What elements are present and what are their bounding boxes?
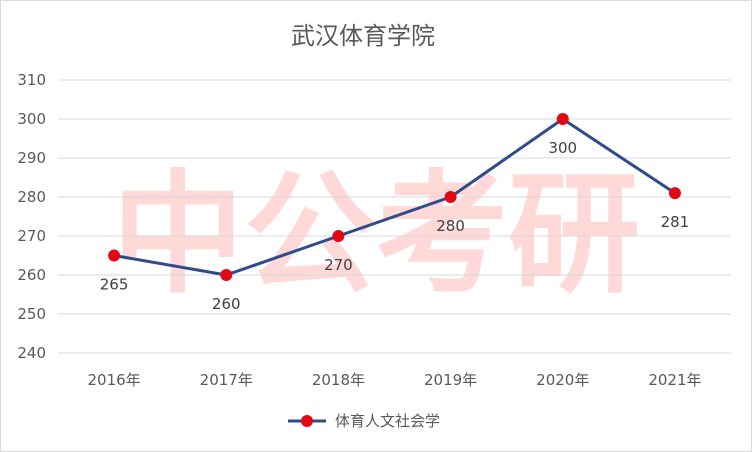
legend-entry-label: 体育人文社会学: [335, 412, 440, 430]
y-tick-label: 280: [17, 188, 46, 206]
y-tick-label: 250: [17, 305, 46, 323]
data-label: 270: [324, 256, 353, 274]
x-tick-label: 2021年: [648, 371, 701, 389]
legend: 体育人文社会学: [288, 412, 440, 430]
legend-marker-icon: [301, 415, 313, 427]
x-axis-ticks: 2016年 2017年 2018年 2019年 2020年 2021年: [87, 371, 701, 389]
data-label: 281: [661, 213, 690, 231]
y-tick-label: 310: [17, 71, 46, 89]
y-axis-ticks: 240 250 260 270 280 290 300 310: [17, 71, 46, 362]
y-tick-label: 290: [17, 149, 46, 167]
y-tick-label: 260: [17, 266, 46, 284]
x-tick-label: 2020年: [536, 371, 589, 389]
grid-lines: [58, 79, 731, 354]
data-point: [220, 269, 233, 281]
data-label: 280: [436, 217, 465, 235]
data-label: 300: [548, 139, 577, 157]
x-tick-label: 2018年: [312, 371, 365, 389]
x-tick-label: 2016年: [87, 371, 140, 389]
series-layer: [108, 113, 681, 281]
y-tick-label: 240: [17, 344, 46, 362]
data-label: 265: [100, 276, 129, 294]
series-line: [113, 117, 676, 277]
x-tick-label: 2017年: [200, 371, 253, 389]
data-labels: 265 260 270 280 300 281: [100, 139, 689, 313]
watermark-text: 中公考研: [112, 158, 640, 312]
y-tick-label: 270: [17, 227, 46, 245]
chart-title: 武汉体育学院: [291, 22, 435, 50]
y-tick-label: 300: [17, 110, 46, 128]
data-label: 260: [212, 295, 241, 313]
data-point: [108, 249, 121, 262]
x-tick-label: 2019年: [424, 371, 477, 389]
data-point: [332, 230, 345, 242]
data-point: [444, 191, 457, 203]
data-point: [668, 187, 681, 200]
data-point: [556, 113, 569, 125]
